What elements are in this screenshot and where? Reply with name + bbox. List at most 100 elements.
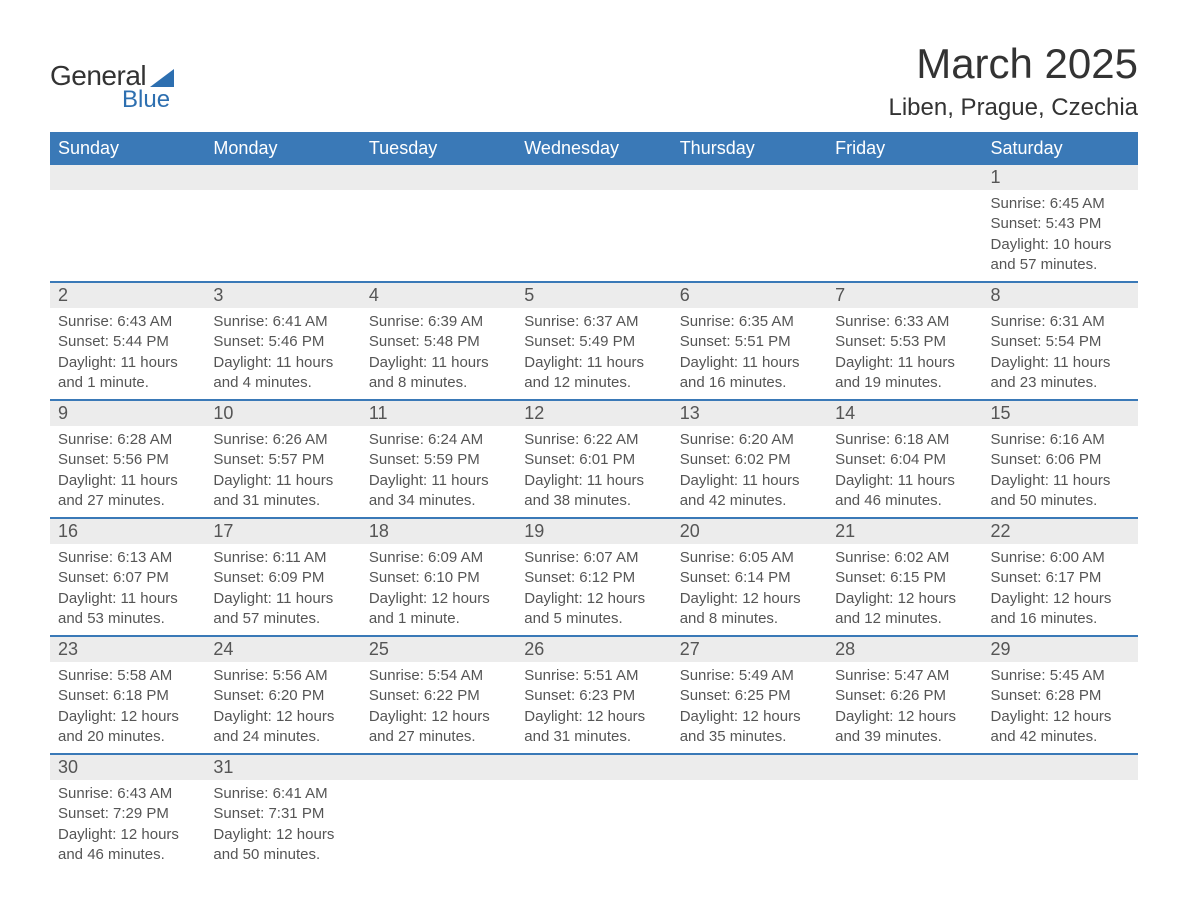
calendar-day-cell: 9Sunrise: 6:28 AMSunset: 5:56 PMDaylight… [50,400,205,518]
day-sunrise: Sunrise: 5:58 AM [58,666,197,686]
day-sunrise: Sunrise: 6:13 AM [58,548,197,568]
day-details [205,190,360,266]
day-number: 23 [50,637,205,662]
day-sunset: Sunset: 5:49 PM [524,332,663,352]
day-dl1: Daylight: 12 hours [524,589,663,609]
day-details: Sunrise: 6:45 AMSunset: 5:43 PMDaylight:… [983,190,1138,281]
day-number: 20 [672,519,827,544]
calendar-day-cell: 23Sunrise: 5:58 AMSunset: 6:18 PMDayligh… [50,636,205,754]
day-sunrise: Sunrise: 6:28 AM [58,430,197,450]
day-dl1: Daylight: 10 hours [991,235,1130,255]
day-number [361,165,516,190]
day-details [361,780,516,856]
day-dl2: and 53 minutes. [58,609,197,629]
day-details: Sunrise: 6:16 AMSunset: 6:06 PMDaylight:… [983,426,1138,517]
day-dl1: Daylight: 11 hours [991,471,1130,491]
day-number: 17 [205,519,360,544]
calendar-day-cell: 19Sunrise: 6:07 AMSunset: 6:12 PMDayligh… [516,518,671,636]
calendar-week-row: 2Sunrise: 6:43 AMSunset: 5:44 PMDaylight… [50,282,1138,400]
calendar-day-cell: 3Sunrise: 6:41 AMSunset: 5:46 PMDaylight… [205,282,360,400]
day-dl2: and 23 minutes. [991,373,1130,393]
day-sunset: Sunset: 7:31 PM [213,804,352,824]
day-sunset: Sunset: 6:26 PM [835,686,974,706]
calendar-day-cell [827,165,982,282]
day-sunset: Sunset: 6:06 PM [991,450,1130,470]
day-details: Sunrise: 6:35 AMSunset: 5:51 PMDaylight:… [672,308,827,399]
day-sunset: Sunset: 6:12 PM [524,568,663,588]
day-number: 15 [983,401,1138,426]
weekday-header: Monday [205,132,360,165]
day-number: 28 [827,637,982,662]
day-sunset: Sunset: 6:28 PM [991,686,1130,706]
day-number [50,165,205,190]
day-dl1: Daylight: 11 hours [524,471,663,491]
brand-word2: Blue [122,86,170,114]
day-details: Sunrise: 6:28 AMSunset: 5:56 PMDaylight:… [50,426,205,517]
calendar-day-cell: 16Sunrise: 6:13 AMSunset: 6:07 PMDayligh… [50,518,205,636]
day-dl2: and 16 minutes. [680,373,819,393]
day-dl2: and 46 minutes. [58,845,197,865]
day-number: 1 [983,165,1138,190]
calendar-day-cell: 5Sunrise: 6:37 AMSunset: 5:49 PMDaylight… [516,282,671,400]
day-dl2: and 8 minutes. [369,373,508,393]
day-sunrise: Sunrise: 6:02 AM [835,548,974,568]
day-number [516,755,671,780]
day-sunset: Sunset: 6:22 PM [369,686,508,706]
day-dl2: and 42 minutes. [991,727,1130,747]
day-sunset: Sunset: 6:07 PM [58,568,197,588]
day-dl2: and 16 minutes. [991,609,1130,629]
day-details [983,780,1138,856]
day-number [983,755,1138,780]
calendar-day-cell: 8Sunrise: 6:31 AMSunset: 5:54 PMDaylight… [983,282,1138,400]
day-number [827,755,982,780]
calendar-day-cell: 24Sunrise: 5:56 AMSunset: 6:20 PMDayligh… [205,636,360,754]
day-details: Sunrise: 6:41 AMSunset: 5:46 PMDaylight:… [205,308,360,399]
calendar-day-cell: 21Sunrise: 6:02 AMSunset: 6:15 PMDayligh… [827,518,982,636]
day-details: Sunrise: 5:56 AMSunset: 6:20 PMDaylight:… [205,662,360,753]
calendar-day-cell: 20Sunrise: 6:05 AMSunset: 6:14 PMDayligh… [672,518,827,636]
day-dl2: and 4 minutes. [213,373,352,393]
day-details: Sunrise: 5:47 AMSunset: 6:26 PMDaylight:… [827,662,982,753]
day-dl2: and 50 minutes. [213,845,352,865]
day-sunrise: Sunrise: 5:49 AM [680,666,819,686]
day-details [672,780,827,856]
day-dl1: Daylight: 12 hours [680,707,819,727]
weekday-header: Saturday [983,132,1138,165]
calendar-table: Sunday Monday Tuesday Wednesday Thursday… [50,132,1138,871]
calendar-day-cell [361,165,516,282]
day-dl2: and 46 minutes. [835,491,974,511]
day-number [205,165,360,190]
day-sunrise: Sunrise: 6:22 AM [524,430,663,450]
day-details: Sunrise: 6:41 AMSunset: 7:31 PMDaylight:… [205,780,360,871]
day-sunset: Sunset: 5:48 PM [369,332,508,352]
day-sunset: Sunset: 5:54 PM [991,332,1130,352]
day-dl2: and 19 minutes. [835,373,974,393]
day-details: Sunrise: 6:02 AMSunset: 6:15 PMDaylight:… [827,544,982,635]
day-sunset: Sunset: 6:25 PM [680,686,819,706]
day-number: 16 [50,519,205,544]
day-dl1: Daylight: 12 hours [680,589,819,609]
day-dl1: Daylight: 11 hours [835,471,974,491]
day-dl2: and 57 minutes. [213,609,352,629]
calendar-day-cell [516,165,671,282]
day-dl2: and 12 minutes. [524,373,663,393]
day-sunset: Sunset: 6:17 PM [991,568,1130,588]
calendar-day-cell [827,754,982,871]
day-dl2: and 34 minutes. [369,491,508,511]
day-details: Sunrise: 5:49 AMSunset: 6:25 PMDaylight:… [672,662,827,753]
day-dl1: Daylight: 12 hours [524,707,663,727]
day-dl1: Daylight: 11 hours [213,589,352,609]
day-dl1: Daylight: 11 hours [680,471,819,491]
weekday-header: Sunday [50,132,205,165]
day-dl2: and 42 minutes. [680,491,819,511]
calendar-week-row: 16 Sunrise: 6:13 AMSunset: 6:07 PM Dayligh… [50,518,1138,636]
calendar-day-cell: 4Sunrise: 6:39 AMSunset: 5:48 PMDaylight… [361,282,516,400]
day-details [50,190,205,266]
day-details: Sunrise: 5:45 AMSunset: 6:28 PMDaylight:… [983,662,1138,753]
day-dl1: Daylight: 12 hours [835,707,974,727]
day-number: 2 [50,283,205,308]
day-number: 27 [672,637,827,662]
calendar-day-cell [672,165,827,282]
day-sunset: Sunset: 6:10 PM [369,568,508,588]
day-details: Sunrise: 6:39 AMSunset: 5:48 PMDaylight:… [361,308,516,399]
